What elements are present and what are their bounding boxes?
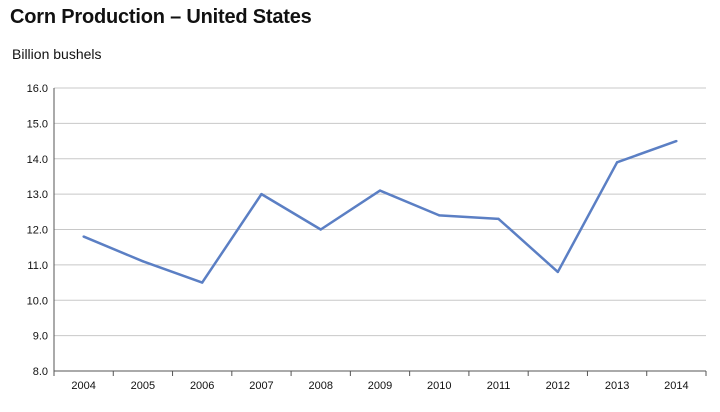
data-point <box>378 189 382 192</box>
x-tick-label: 2011 <box>487 380 511 392</box>
x-tick-label: 2009 <box>368 380 392 392</box>
series-group <box>82 139 678 284</box>
x-tick-label: 2008 <box>308 380 332 392</box>
y-axis-label: Billion bushels <box>12 46 102 62</box>
y-tick-label: 14.0 <box>27 154 48 166</box>
data-point <box>319 228 322 231</box>
x-tick-label: 2004 <box>71 380 95 392</box>
data-point <box>260 192 263 196</box>
y-tick-label: 10.0 <box>27 295 48 307</box>
data-point <box>200 281 204 284</box>
y-tick-label: 12.0 <box>27 225 48 237</box>
x-tick-label: 2010 <box>427 380 451 392</box>
data-point <box>497 217 500 221</box>
y-tick-label: 13.0 <box>27 189 48 201</box>
y-tick-label: 9.0 <box>33 331 48 343</box>
y-tick-label: 16.0 <box>27 83 48 95</box>
x-tick-label: 2014 <box>664 380 688 392</box>
gridlines <box>53 87 707 376</box>
series-line <box>83 139 677 284</box>
x-tick-label: 2005 <box>131 380 155 392</box>
data-point <box>141 260 145 263</box>
data-point <box>438 214 441 217</box>
data-point <box>675 139 678 143</box>
data-point <box>556 270 560 274</box>
data-point <box>82 235 85 238</box>
x-tick-label: 2007 <box>249 380 273 392</box>
data-point <box>615 161 619 164</box>
x-tick-labels: 2004 2005 2006 2007 2008 2009 2010 2011 2012 2013… <box>71 380 688 392</box>
y-tick-label: 11.0 <box>27 260 48 272</box>
y-tick-label: 8.0 <box>33 366 48 378</box>
chart-title: Corn Production – United States <box>10 6 312 28</box>
y-tick-label: 15.0 <box>27 118 48 130</box>
y-tick-labels: 8.0 9.0 10.0 11.0 12.0 13.0 14.0 15.0 16.0 <box>27 83 48 378</box>
x-tick-label: 2006 <box>190 380 214 392</box>
x-tick-label: 2012 <box>546 380 570 392</box>
x-tick-label: 2013 <box>605 380 629 392</box>
